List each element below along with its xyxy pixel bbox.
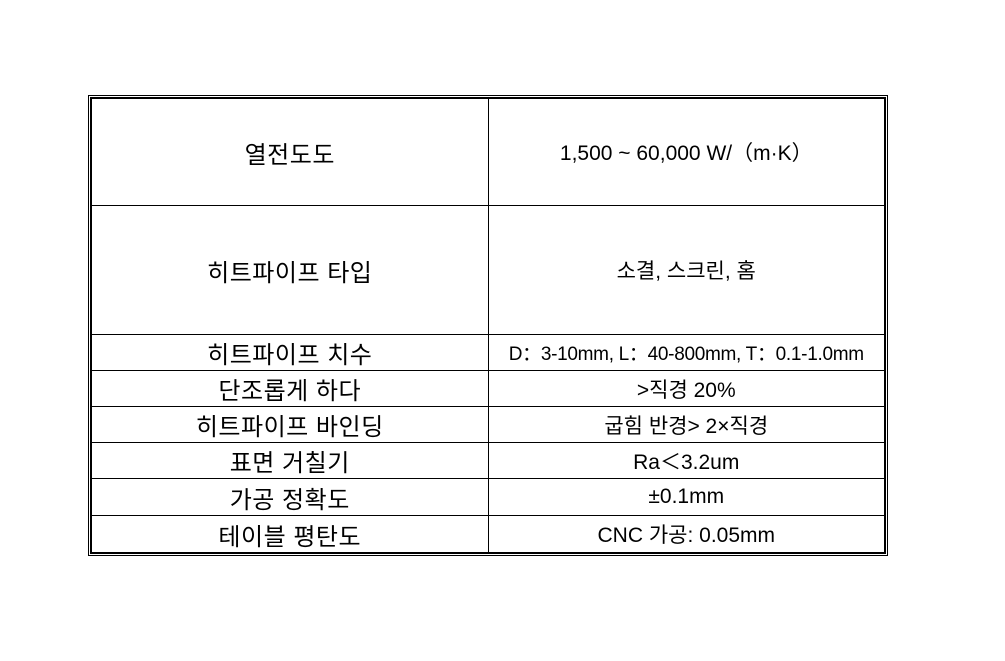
spec-value: 소결, 스크린, 홈: [487, 205, 884, 335]
spec-label: 단조롭게 하다: [92, 370, 489, 407]
spec-label: 열전도도: [92, 99, 489, 206]
table-row: 가공 정확도 ±0.1mm: [92, 478, 884, 516]
table-row: 히트파이프 치수 D：3-10mm, L：40-800mm, T：0.1-1.0…: [92, 334, 884, 371]
spec-label: 히트파이프 타입: [92, 205, 489, 335]
table-row: 히트파이프 타입 소결, 스크린, 홈: [92, 205, 884, 335]
spec-label: 히트파이프 바인딩: [92, 406, 489, 443]
spec-label: 테이블 평탄도: [92, 515, 489, 552]
spec-label: 표면 거칠기: [92, 442, 489, 479]
spec-table-border: 열전도도 1,500 ~ 60,000 W/（m·K） 히트파이프 타입 소결,…: [88, 95, 888, 556]
spec-value: D：3-10mm, L：40-800mm, T：0.1-1.0mm: [487, 334, 884, 371]
spec-table-inner-border: 열전도도 1,500 ~ 60,000 W/（m·K） 히트파이프 타입 소결,…: [90, 97, 886, 554]
spec-label: 히트파이프 치수: [92, 334, 489, 371]
table-row: 단조롭게 하다 >직경 20%: [92, 370, 884, 407]
spec-value: Ra＜3.2um: [487, 442, 884, 479]
spec-value: CNC 가공: 0.05mm: [487, 515, 884, 552]
table-row: 열전도도 1,500 ~ 60,000 W/（m·K）: [92, 99, 884, 206]
spec-label: 가공 정확도: [92, 478, 489, 516]
spec-value: 굽힘 반경> 2×직경: [487, 406, 884, 443]
table-row: 테이블 평탄도 CNC 가공: 0.05mm: [92, 515, 884, 552]
spec-value: 1,500 ~ 60,000 W/（m·K）: [487, 99, 884, 206]
spec-table: 열전도도 1,500 ~ 60,000 W/（m·K） 히트파이프 타입 소결,…: [92, 99, 884, 552]
spec-value: >직경 20%: [487, 370, 884, 407]
table-row: 표면 거칠기 Ra＜3.2um: [92, 442, 884, 479]
table-row: 히트파이프 바인딩 굽힘 반경> 2×직경: [92, 406, 884, 443]
spec-value: ±0.1mm: [487, 478, 884, 516]
